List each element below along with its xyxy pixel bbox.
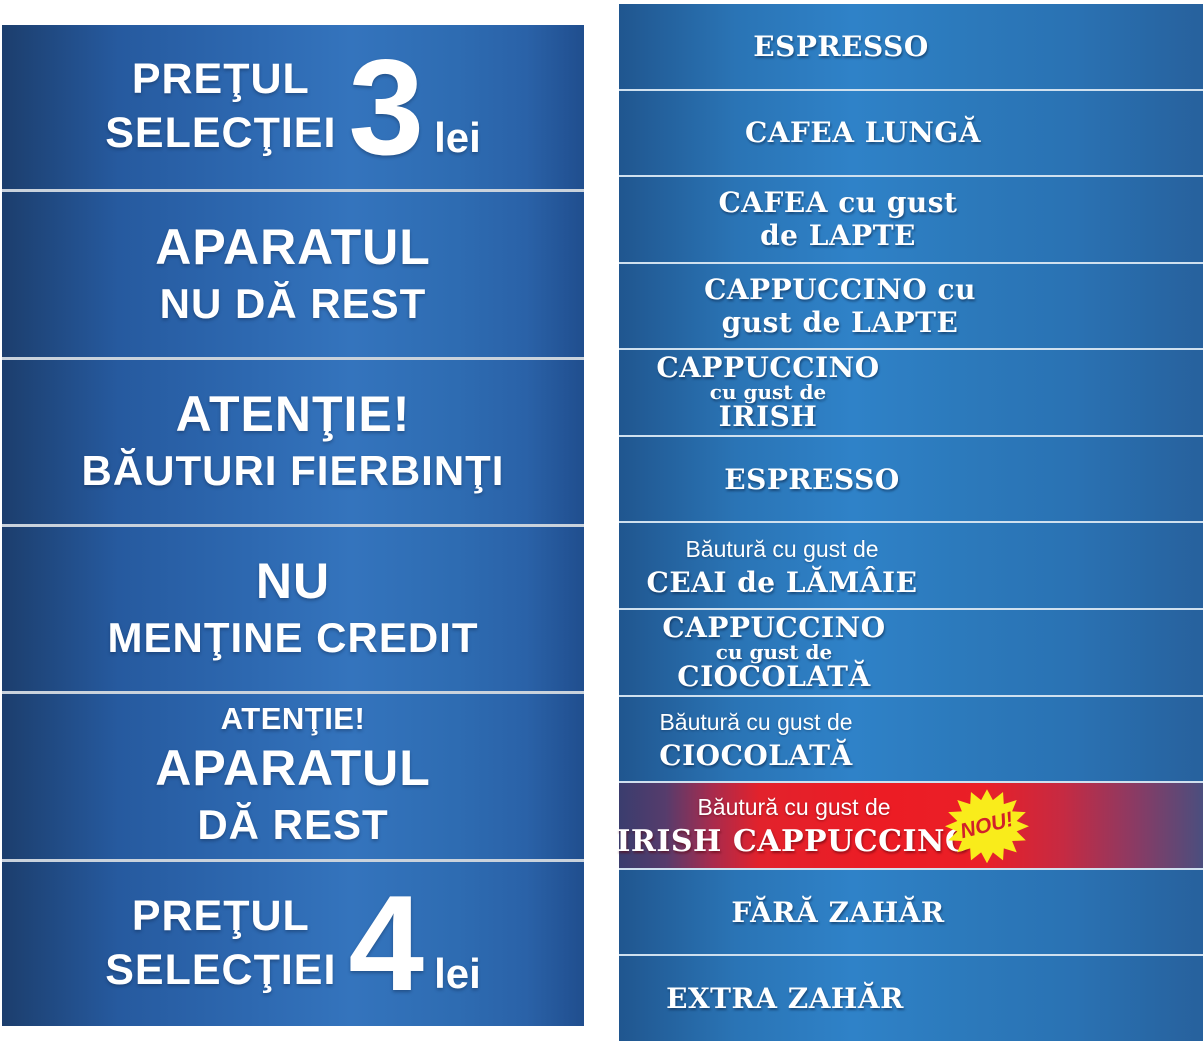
nou-starburst-badge: NOU! bbox=[945, 789, 1029, 864]
price-number: 3 bbox=[348, 30, 424, 183]
strip-cappuccino-ciocolata: CAPPUCCINO cu gust de CIOCOLATĂ bbox=[619, 610, 1203, 695]
strip-sublabel: Băutură cu gust de bbox=[659, 708, 853, 735]
strip-label: IRISH CAPPUCCINO bbox=[616, 824, 972, 860]
strip-bautura-ciocolata: Băutură cu gust de CIOCOLATĂ bbox=[619, 696, 1203, 782]
panel-no-credit-hold: NU MENŢINE CREDIT bbox=[2, 526, 584, 692]
strip-label-line2: gust de LAPTE bbox=[721, 306, 959, 340]
strip-cafea-cu-lapte: CAFEA cu gust de LAPTE bbox=[619, 177, 1203, 262]
strip-cafea-lunga: CAFEA LUNGĂ bbox=[619, 90, 1203, 176]
strip-label-line1: CAFEA cu gust bbox=[718, 186, 958, 220]
strip-label-line3: CIOCOLATĂ bbox=[677, 659, 871, 693]
price-unit: lei bbox=[434, 113, 481, 161]
panel-price-4-lei: PREŢUL SELECŢIEI 4 lei bbox=[2, 861, 584, 1026]
price-label-line2: SELECŢIEI bbox=[105, 109, 337, 158]
left-label-column: PREŢUL SELECŢIEI 3 lei APARATUL NU DĂ RE… bbox=[2, 25, 584, 1026]
strip-label-line1: CAPPUCCINO cu bbox=[704, 272, 976, 306]
strip-label: EXTRA ZAHĂR bbox=[666, 982, 904, 1016]
strip-label: CIOCOLATĂ bbox=[659, 739, 853, 773]
price-label-line1: PREŢUL bbox=[131, 892, 310, 941]
strip-label: FĂRĂ ZAHĂR bbox=[731, 895, 945, 929]
strip-espresso-lower: ESPRESSO bbox=[619, 436, 1203, 522]
price-label-line1: PREŢUL bbox=[131, 55, 310, 104]
panel-line: APARATUL bbox=[155, 740, 431, 797]
panel-line: ATENŢIE! bbox=[220, 701, 366, 737]
panel-line: NU DĂ REST bbox=[159, 279, 427, 327]
panel-line: MENŢINE CREDIT bbox=[107, 614, 479, 662]
right-label-column: ESPRESSO CAFEA LUNGĂ CAFEA cu gust de LA… bbox=[616, 4, 1203, 1041]
strip-ceai-de-lamaie: Băutură cu gust de CEAI de LĂMÂIE bbox=[619, 523, 1203, 609]
panel-gives-change: ATENŢIE! APARATUL DĂ REST bbox=[2, 694, 584, 859]
strip-irish-cappuccino-new: Băutură cu gust de IRISH CAPPUCCINO NOU! bbox=[616, 783, 1203, 868]
strip-label: CAFEA LUNGĂ bbox=[744, 116, 981, 150]
strip-label: ESPRESSO bbox=[724, 462, 900, 496]
panel-line: APARATUL bbox=[155, 218, 431, 275]
panel-line: DĂ REST bbox=[197, 801, 389, 849]
panel-line: ATENŢIE! bbox=[175, 386, 411, 443]
price-label: PREŢUL SELECŢIEI bbox=[105, 890, 336, 998]
strip-espresso-top: ESPRESSO bbox=[619, 4, 1203, 89]
strip-sublabel: Băutură cu gust de bbox=[697, 794, 891, 821]
strip-cappuccino-cu-lapte: CAPPUCCINO cu gust de LAPTE bbox=[619, 263, 1203, 349]
panel-line: BĂUTURI FIERBINŢI bbox=[81, 447, 505, 495]
strip-cappuccino-irish: CAPPUCCINO cu gust de IRISH bbox=[619, 350, 1203, 435]
price-label: PREŢUL SELECŢIEI bbox=[105, 53, 336, 161]
nou-badge-text: NOU! bbox=[958, 808, 1016, 844]
strip-label-line1: CAPPUCCINO bbox=[662, 610, 886, 644]
strip-label: CEAI de LĂMÂIE bbox=[646, 565, 918, 599]
strip-label-line3: IRISH bbox=[718, 399, 818, 433]
price-row: PREŢUL SELECŢIEI 4 lei bbox=[105, 867, 481, 1020]
strip-label-line2: cu gust de bbox=[709, 380, 827, 405]
strip-label-line2: de LAPTE bbox=[760, 219, 916, 253]
panel-no-change: APARATUL NU DĂ REST bbox=[2, 192, 584, 357]
panel-warning-hot-drinks: ATENŢIE! BĂUTURI FIERBINŢI bbox=[2, 359, 584, 524]
price-label-line2: SELECŢIEI bbox=[105, 945, 337, 994]
panel-price-3-lei: PREŢUL SELECŢIEI 3 lei bbox=[2, 25, 584, 190]
strip-fara-zahar: FĂRĂ ZAHĂR bbox=[619, 869, 1203, 955]
panel-line: NU bbox=[255, 553, 331, 610]
strip-label-line1: CAPPUCCINO bbox=[656, 350, 880, 384]
price-unit: lei bbox=[434, 950, 481, 998]
price-number: 4 bbox=[348, 867, 424, 1020]
strip-label: ESPRESSO bbox=[753, 29, 929, 63]
strip-sublabel: Băutură cu gust de bbox=[685, 535, 879, 562]
strip-label-line2: cu gust de bbox=[715, 640, 833, 665]
price-row: PREŢUL SELECŢIEI 3 lei bbox=[105, 30, 481, 183]
strip-extra-zahar: EXTRA ZAHĂR bbox=[619, 956, 1203, 1041]
